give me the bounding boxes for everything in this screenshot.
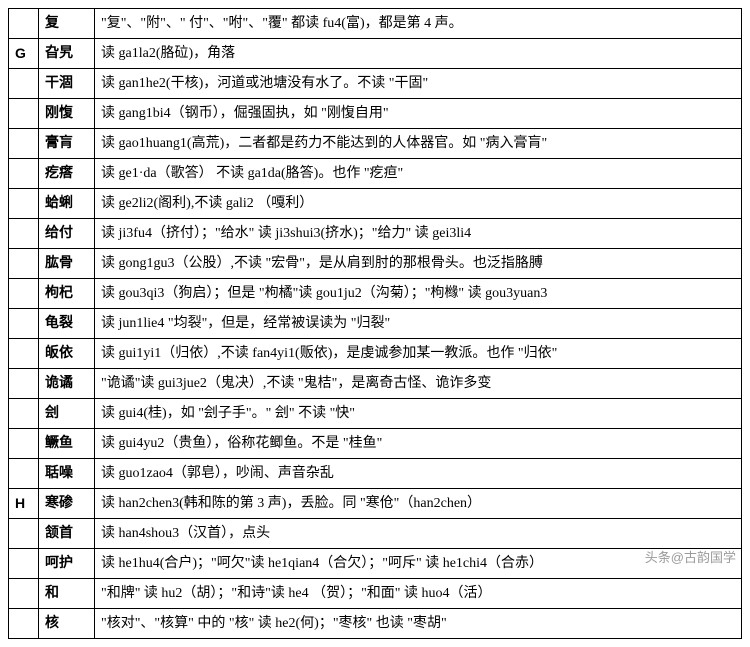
word-cell: 刽 xyxy=(39,399,95,429)
desc-cell: 读 ga1la2(胳砬)，角落 xyxy=(95,39,742,69)
desc-cell: "复"、"附"、" 付"、"咐"、"覆" 都读 fu4(富)，都是第 4 声。 xyxy=(95,9,742,39)
word-cell: 蛤蜊 xyxy=(39,189,95,219)
table-row: 蛤蜊读 ge2li2(阁利),不读 gali2 （嘎利） xyxy=(9,189,742,219)
table-row: 鳜鱼读 gui4yu2（贵鱼），俗称花鲫鱼。不是 "桂鱼" xyxy=(9,429,742,459)
word-cell: 颔首 xyxy=(39,519,95,549)
desc-cell: "和牌" 读 hu2（胡）；"和诗"读 he4 （贺）；"和面" 读 huo4（… xyxy=(95,579,742,609)
letter-cell xyxy=(9,159,39,189)
letter-cell xyxy=(9,549,39,579)
table-row: 核"核对"、"核算" 中的 "核" 读 he2(何)；"枣核" 也读 "枣胡" xyxy=(9,609,742,639)
letter-cell xyxy=(9,9,39,39)
desc-cell: 读 gan1he2(干核)，河道或池塘没有水了。不读 "干固" xyxy=(95,69,742,99)
desc-cell: 读 gao1huang1(高荒)，二者都是药力不能达到的人体器官。如 "病入膏肓… xyxy=(95,129,742,159)
letter-cell xyxy=(9,609,39,639)
table-row: 复"复"、"附"、" 付"、"咐"、"覆" 都读 fu4(富)，都是第 4 声。 xyxy=(9,9,742,39)
table-row: 枸杞读 gou3qi3（狗启）；但是 "枸橘"读 gou1ju2（沟菊）；"枸橼… xyxy=(9,279,742,309)
word-cell: 呵护 xyxy=(39,549,95,579)
table-row: 给付读 ji3fu4（挤付）；"给水" 读 ji3shui3(挤水)；"给力" … xyxy=(9,219,742,249)
letter-cell xyxy=(9,189,39,219)
desc-cell: 读 han2chen3(韩和陈的第 3 声)，丢脸。同 "寒伧"（han2che… xyxy=(95,489,742,519)
word-cell: 给付 xyxy=(39,219,95,249)
desc-cell: 读 ge1·da（歌答） 不读 ga1da(胳答)。也作 "疙疸" xyxy=(95,159,742,189)
table-row: 肱骨读 gong1gu3（公股）,不读 "宏骨"，是从肩到肘的那根骨头。也泛指胳… xyxy=(9,249,742,279)
table-row: 膏肓读 gao1huang1(高荒)，二者都是药力不能达到的人体器官。如 "病入… xyxy=(9,129,742,159)
letter-cell xyxy=(9,339,39,369)
letter-cell xyxy=(9,429,39,459)
table-row: 皈依读 gui1yi1（归依）,不读 fan4yi1(贩依)，是虔诚参加某一教派… xyxy=(9,339,742,369)
desc-cell: 读 gong1gu3（公股）,不读 "宏骨"，是从肩到肘的那根骨头。也泛指胳膊 xyxy=(95,249,742,279)
letter-cell xyxy=(9,129,39,159)
letter-cell xyxy=(9,519,39,549)
letter-cell xyxy=(9,219,39,249)
table-row: 疙瘩读 ge1·da（歌答） 不读 ga1da(胳答)。也作 "疙疸" xyxy=(9,159,742,189)
letter-cell: H xyxy=(9,489,39,519)
letter-cell xyxy=(9,99,39,129)
word-cell: 枸杞 xyxy=(39,279,95,309)
word-cell: 和 xyxy=(39,579,95,609)
word-cell: 刚愎 xyxy=(39,99,95,129)
desc-cell: "核对"、"核算" 中的 "核" 读 he2(何)；"枣核" 也读 "枣胡" xyxy=(95,609,742,639)
word-cell: 干涸 xyxy=(39,69,95,99)
desc-cell: 读 jun1lie4 "均裂"，但是，经常被误读为 "归裂" xyxy=(95,309,742,339)
word-cell: 旮旯 xyxy=(39,39,95,69)
desc-cell: 读 ge2li2(阁利),不读 gali2 （嘎利） xyxy=(95,189,742,219)
pronunciation-table: 复"复"、"附"、" 付"、"咐"、"覆" 都读 fu4(富)，都是第 4 声。… xyxy=(8,8,742,639)
letter-cell xyxy=(9,579,39,609)
desc-cell: 读 ji3fu4（挤付）；"给水" 读 ji3shui3(挤水)；"给力" 读 … xyxy=(95,219,742,249)
word-cell: 复 xyxy=(39,9,95,39)
word-cell: 聒噪 xyxy=(39,459,95,489)
desc-cell: 读 han4shou3（汉首），点头 xyxy=(95,519,742,549)
desc-cell: 读 he1hu4(合户)；"呵欠"读 he1qian4（合欠）；"呵斥" 读 h… xyxy=(95,549,742,579)
letter-cell xyxy=(9,309,39,339)
table-row: 和"和牌" 读 hu2（胡）；"和诗"读 he4 （贺）；"和面" 读 huo4… xyxy=(9,579,742,609)
word-cell: 肱骨 xyxy=(39,249,95,279)
word-cell: 疙瘩 xyxy=(39,159,95,189)
desc-cell: 读 gui1yi1（归依）,不读 fan4yi1(贩依)，是虔诚参加某一教派。也… xyxy=(95,339,742,369)
table-row: 刚愎读 gang1bi4（钢币），倔强固执，如 "刚愎自用" xyxy=(9,99,742,129)
word-cell: 诡谲 xyxy=(39,369,95,399)
table-row: 龟裂读 jun1lie4 "均裂"，但是，经常被误读为 "归裂" xyxy=(9,309,742,339)
letter-cell xyxy=(9,249,39,279)
desc-cell: 读 gui4(桂)，如 "刽子手"。" 刽" 不读 "快" xyxy=(95,399,742,429)
table-body: 复"复"、"附"、" 付"、"咐"、"覆" 都读 fu4(富)，都是第 4 声。… xyxy=(9,9,742,639)
letter-cell xyxy=(9,459,39,489)
table-row: 刽读 gui4(桂)，如 "刽子手"。" 刽" 不读 "快" xyxy=(9,399,742,429)
letter-cell xyxy=(9,399,39,429)
word-cell: 鳜鱼 xyxy=(39,429,95,459)
word-cell: 龟裂 xyxy=(39,309,95,339)
desc-cell: 读 gui4yu2（贵鱼），俗称花鲫鱼。不是 "桂鱼" xyxy=(95,429,742,459)
table-row: 干涸读 gan1he2(干核)，河道或池塘没有水了。不读 "干固" xyxy=(9,69,742,99)
letter-cell xyxy=(9,369,39,399)
table-row: 诡谲"诡谲"读 gui3jue2（鬼决）,不读 "鬼桔"，是离奇古怪、诡诈多变 xyxy=(9,369,742,399)
table-row: 聒噪读 guo1zao4（郭皂），吵闹、声音杂乱 xyxy=(9,459,742,489)
letter-cell xyxy=(9,69,39,99)
word-cell: 皈依 xyxy=(39,339,95,369)
desc-cell: "诡谲"读 gui3jue2（鬼决）,不读 "鬼桔"，是离奇古怪、诡诈多变 xyxy=(95,369,742,399)
desc-cell: 读 guo1zao4（郭皂），吵闹、声音杂乱 xyxy=(95,459,742,489)
desc-cell: 读 gang1bi4（钢币），倔强固执，如 "刚愎自用" xyxy=(95,99,742,129)
letter-cell: G xyxy=(9,39,39,69)
table-row: G旮旯读 ga1la2(胳砬)，角落 xyxy=(9,39,742,69)
table-row: H寒碜读 han2chen3(韩和陈的第 3 声)，丢脸。同 "寒伧"（han2… xyxy=(9,489,742,519)
word-cell: 膏肓 xyxy=(39,129,95,159)
desc-cell: 读 gou3qi3（狗启）；但是 "枸橘"读 gou1ju2（沟菊）；"枸橼" … xyxy=(95,279,742,309)
word-cell: 寒碜 xyxy=(39,489,95,519)
word-cell: 核 xyxy=(39,609,95,639)
table-row: 呵护读 he1hu4(合户)；"呵欠"读 he1qian4（合欠）；"呵斥" 读… xyxy=(9,549,742,579)
table-row: 颔首读 han4shou3（汉首），点头 xyxy=(9,519,742,549)
letter-cell xyxy=(9,279,39,309)
